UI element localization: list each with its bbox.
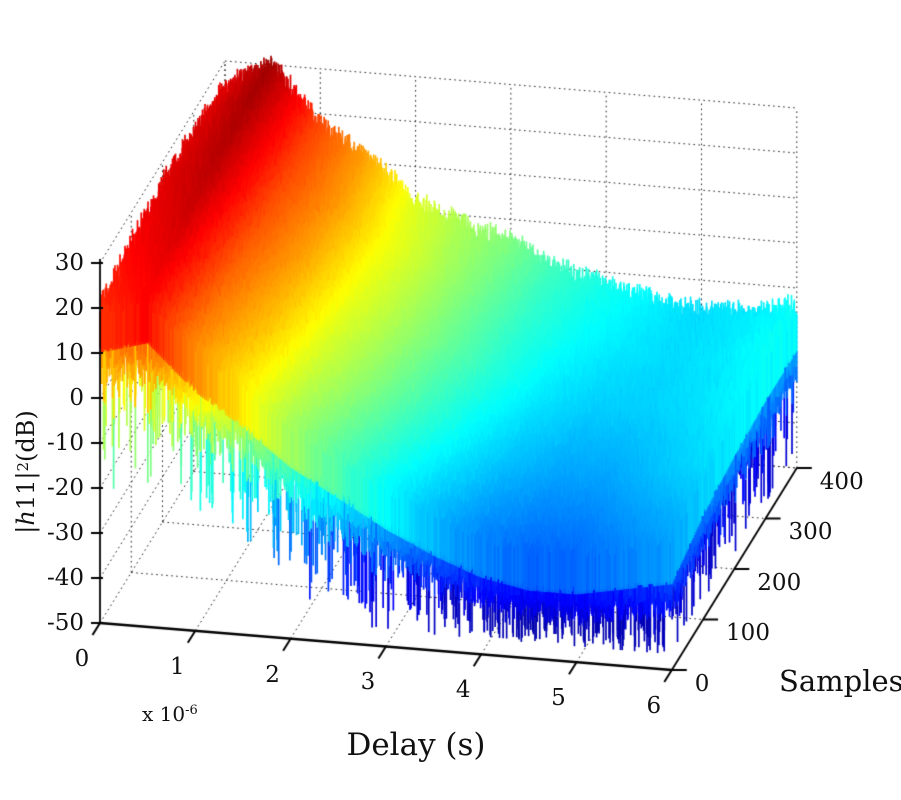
z-tick-label: -30: [46, 520, 84, 546]
y-tick-label: 400: [819, 468, 864, 495]
x-tick-label: 3: [360, 669, 376, 696]
x-axis-label: Delay (s): [346, 727, 486, 763]
y-tick-label: 0: [694, 670, 710, 697]
x-tick-label: 6: [646, 692, 662, 719]
z-axis-label-unit: (dB): [12, 410, 40, 462]
y-tick-label: 300: [788, 519, 833, 546]
z-tick-label: -50: [46, 610, 84, 636]
z-axis-label: |h11|2(dB): [12, 410, 40, 533]
z-tick-label: 10: [54, 340, 84, 366]
x-tick-label: 0: [74, 646, 90, 672]
x-tick-label: 2: [265, 661, 280, 688]
z-axis-label-h: h: [12, 510, 40, 526]
z-tick-label: 0: [69, 385, 84, 411]
z-axis-label-pre: |: [12, 525, 40, 534]
x-axis-multiplier-exponent: -6: [185, 703, 198, 718]
x-tick-label: 4: [455, 677, 471, 704]
z-tick-label: -10: [46, 430, 84, 456]
y-tick-label: 200: [757, 569, 802, 596]
x-axis-multiplier-base: x 10: [142, 702, 186, 726]
z-tick-label: -40: [46, 565, 84, 591]
z-tick-label: 20: [54, 295, 84, 321]
x-tick-label: 5: [551, 685, 566, 712]
x-tick-label: 1: [169, 653, 185, 680]
y-axis-label: Samples: [779, 664, 901, 698]
y-tick-label: 100: [726, 620, 770, 647]
z-tick-label: -20: [46, 475, 84, 501]
x-axis-multiplier: x 10-6: [142, 702, 198, 726]
z-tick-label: 30: [54, 250, 84, 276]
z-axis-label-post: 11|: [12, 471, 40, 511]
z-axis-label-exponent: 2: [14, 462, 32, 472]
